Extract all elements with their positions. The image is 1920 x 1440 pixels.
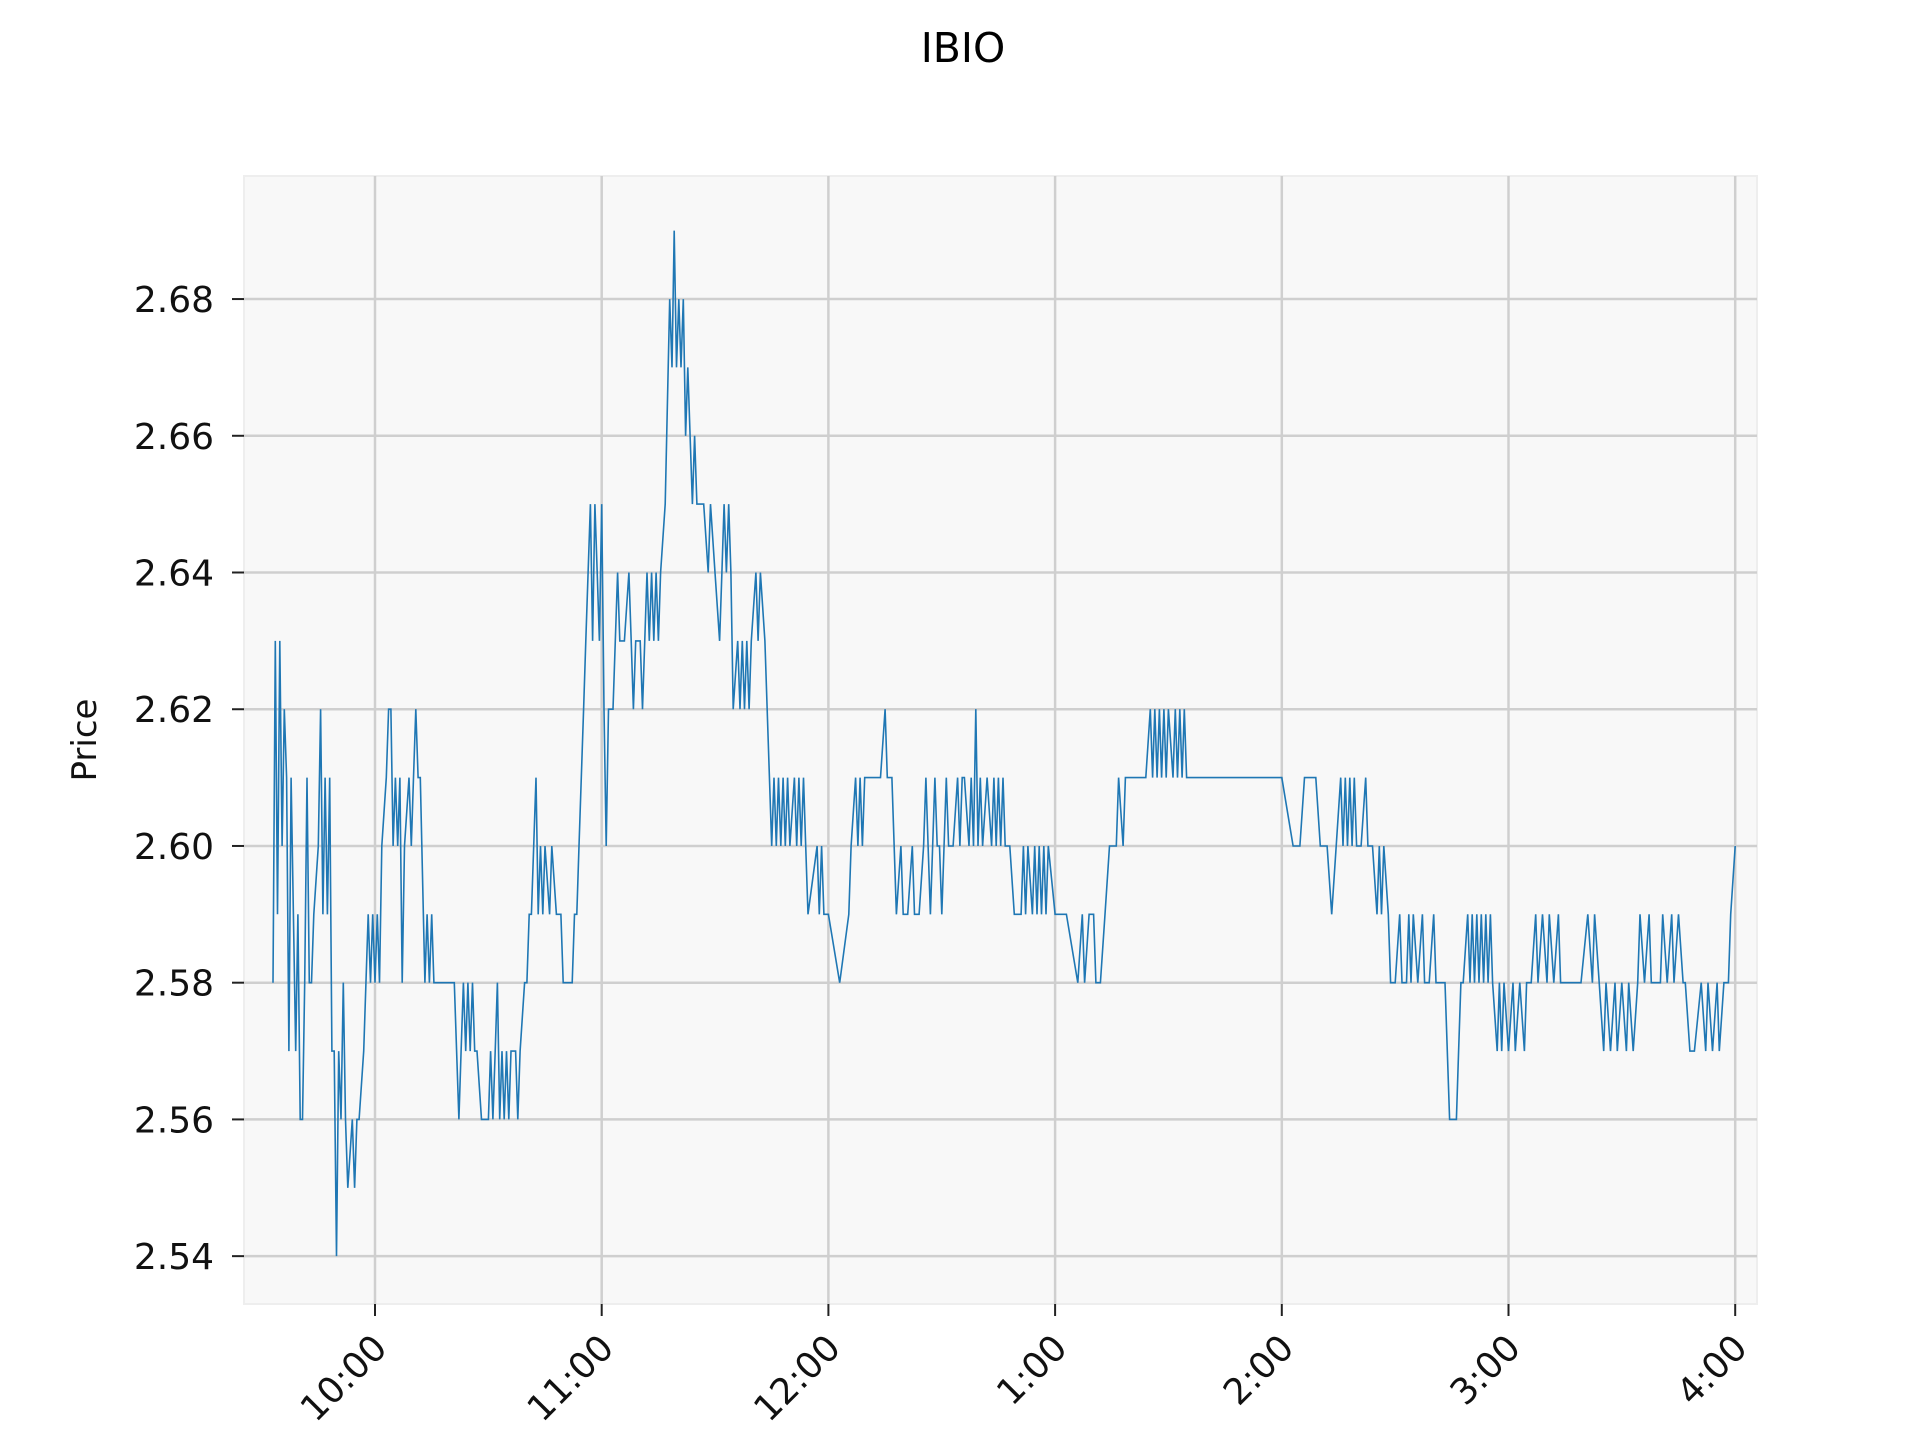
x-tick-label: 12:00 <box>746 1327 848 1429</box>
x-tick-label: 11:00 <box>520 1327 622 1429</box>
y-axis-label: Price <box>65 699 105 782</box>
y-tick-label: 2.60 <box>134 827 214 868</box>
x-tick-label: 10:00 <box>293 1327 395 1429</box>
chart-title: IBIO <box>921 24 1006 72</box>
series-layer <box>272 230 1736 1257</box>
y-tick-label: 2.66 <box>134 417 214 458</box>
grid <box>244 176 1757 1304</box>
x-axis: 10:00 11:00 12:00 1:00 2:00 3:00 4:00 <box>293 1304 1756 1430</box>
y-tick-label: 2.58 <box>134 964 214 1005</box>
x-tick-label: 4:00 <box>1669 1327 1755 1413</box>
y-tick-label: 2.56 <box>134 1100 214 1141</box>
y-tick-label: 2.54 <box>134 1237 214 1278</box>
y-tick-label: 2.64 <box>134 554 214 595</box>
x-tick-label: 1:00 <box>989 1327 1075 1413</box>
x-tick-label: 3:00 <box>1443 1327 1529 1413</box>
price-line <box>272 230 1736 1257</box>
x-tick-label: 2:00 <box>1216 1327 1302 1413</box>
y-tick-label: 2.62 <box>134 690 214 731</box>
plot-area <box>243 175 1758 1305</box>
y-tick-label: 2.68 <box>134 280 214 321</box>
y-axis: 2.54 2.56 2.58 2.60 2.62 2.64 2.66 2.68 <box>134 280 244 1278</box>
